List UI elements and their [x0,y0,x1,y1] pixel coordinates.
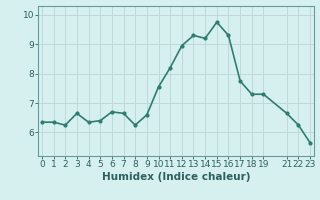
X-axis label: Humidex (Indice chaleur): Humidex (Indice chaleur) [102,172,250,182]
